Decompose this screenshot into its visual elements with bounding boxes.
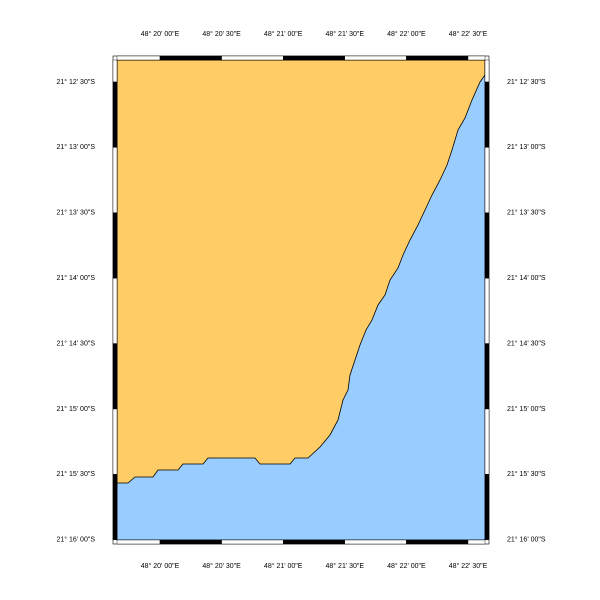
latitude-label: 21° 13' 00"S bbox=[507, 143, 546, 151]
frame-bar bbox=[116, 539, 161, 545]
frame-bar bbox=[112, 343, 118, 410]
frame-bar bbox=[406, 55, 469, 61]
frame-bar bbox=[484, 408, 490, 475]
longitude-label: 48° 22' 30"E bbox=[449, 562, 488, 570]
frame-bar bbox=[112, 81, 118, 148]
longitude-label: 48° 22' 30"E bbox=[449, 30, 488, 38]
longitude-label: 48° 20' 30"E bbox=[202, 30, 241, 38]
longitude-label: 48° 20' 30"E bbox=[202, 562, 241, 570]
frame-bar bbox=[283, 55, 346, 61]
latitude-label: 21° 16' 00"S bbox=[507, 536, 546, 544]
latitude-label: 21° 15' 00"S bbox=[56, 405, 95, 413]
frame-bar bbox=[344, 55, 407, 61]
frame-bar bbox=[221, 55, 284, 61]
latitude-label: 21° 13' 00"S bbox=[56, 143, 95, 151]
frame-bar bbox=[159, 55, 222, 61]
frame-bar bbox=[344, 539, 407, 545]
frame-bar bbox=[467, 539, 486, 545]
frame-bar bbox=[159, 539, 222, 545]
frame-bar bbox=[112, 59, 118, 83]
frame-bar bbox=[112, 474, 118, 540]
latitude-label: 21° 14' 30"S bbox=[56, 339, 95, 347]
latitude-label: 21° 15' 00"S bbox=[507, 405, 546, 413]
frame-bar bbox=[116, 55, 161, 61]
latitude-label: 21° 12' 30"S bbox=[507, 78, 546, 86]
land bbox=[116, 59, 486, 484]
latitude-label: 21° 16' 00"S bbox=[56, 536, 95, 544]
latitude-label: 21° 14' 00"S bbox=[56, 274, 95, 282]
frame-bar bbox=[467, 55, 486, 61]
frame-bar bbox=[484, 81, 490, 148]
frame-bar bbox=[283, 539, 346, 545]
frame-bar bbox=[484, 59, 490, 83]
frame-bar bbox=[484, 474, 490, 540]
latitude-label: 21° 13' 30"S bbox=[507, 209, 546, 217]
frame-bar bbox=[221, 539, 284, 545]
longitude-label: 48° 20' 00"E bbox=[141, 562, 180, 570]
longitude-label: 48° 21' 00"E bbox=[264, 562, 303, 570]
latitude-label: 21° 12' 30"S bbox=[56, 78, 95, 86]
frame-bar bbox=[484, 278, 490, 344]
frame-bar bbox=[112, 212, 118, 279]
frame-bar bbox=[112, 408, 118, 475]
latitude-label: 21° 13' 30"S bbox=[56, 209, 95, 217]
frame-bar bbox=[484, 212, 490, 279]
longitude-label: 48° 21' 30"E bbox=[326, 562, 365, 570]
frame-bar bbox=[112, 147, 118, 213]
longitude-label: 48° 21' 30"E bbox=[326, 30, 365, 38]
frame-bar bbox=[112, 278, 118, 344]
frame-bar bbox=[484, 343, 490, 410]
longitude-label: 48° 21' 00"E bbox=[264, 30, 303, 38]
frame-bar bbox=[406, 539, 469, 545]
longitude-label: 48° 22' 00"E bbox=[387, 30, 426, 38]
longitude-label: 48° 20' 00"E bbox=[141, 30, 180, 38]
frame-bar bbox=[484, 147, 490, 213]
latitude-label: 21° 15' 30"S bbox=[507, 470, 546, 478]
map-frame bbox=[112, 55, 490, 545]
latitude-label: 21° 14' 00"S bbox=[507, 274, 546, 282]
longitude-label: 48° 22' 00"E bbox=[387, 562, 426, 570]
latitude-label: 21° 15' 30"S bbox=[56, 470, 95, 478]
latitude-label: 21° 14' 30"S bbox=[507, 339, 546, 347]
